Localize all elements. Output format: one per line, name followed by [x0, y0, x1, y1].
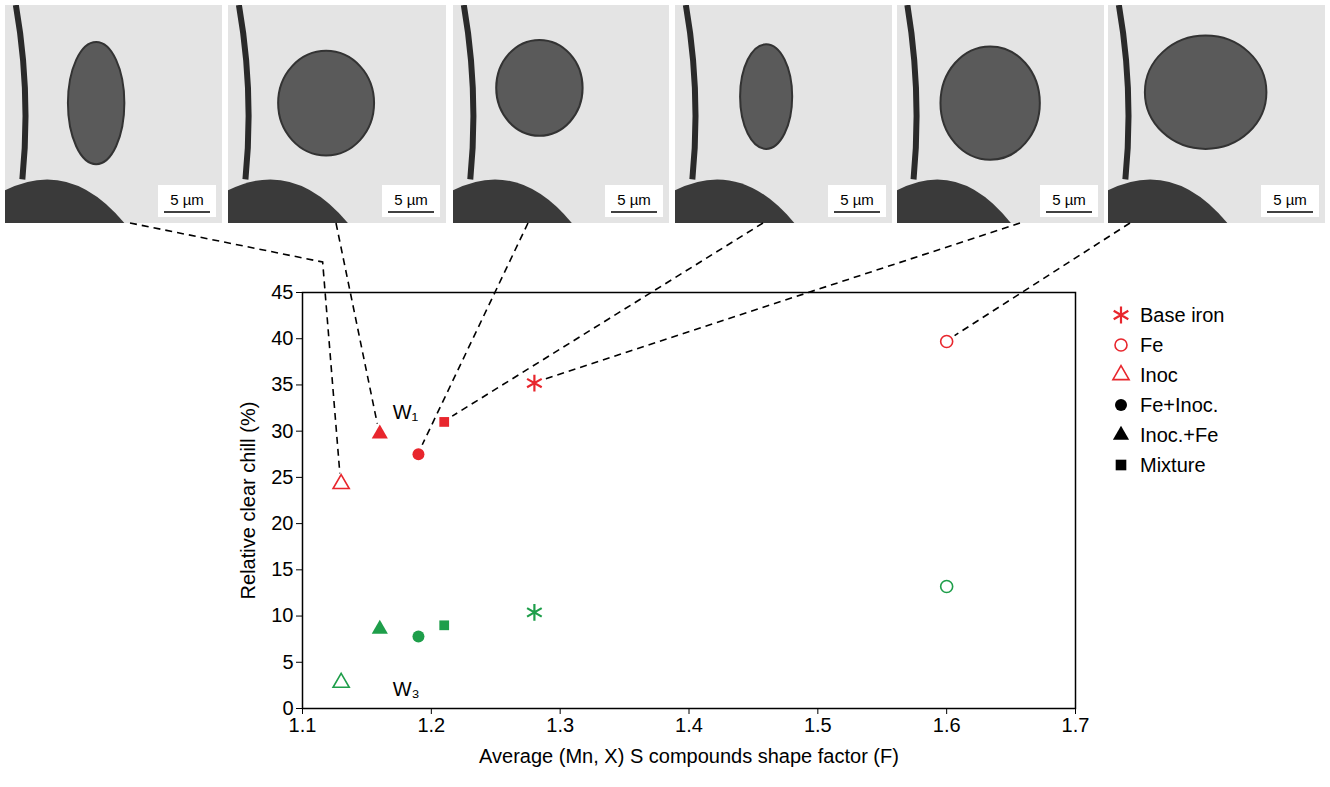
svg-text:5 µm: 5 µm: [170, 191, 204, 208]
html-text:Inoc: Inoc: [1140, 363, 1178, 386]
svg-text:1.7: 1.7: [1062, 714, 1090, 736]
html-text:Mixture: Mixture: [1140, 453, 1206, 476]
svg-text:35: 35: [271, 373, 293, 395]
html-text:Inoc.+Fe: Inoc.+Fe: [1140, 423, 1219, 446]
svg-text:Average (Mn, X) S compounds sh: Average (Mn, X) S compounds shape factor…: [479, 745, 899, 767]
svg-text:Relative clear chill (%): Relative clear chill (%): [237, 402, 259, 600]
svg-text:30: 30: [271, 420, 293, 442]
svg-text:5 µm: 5 µm: [1273, 191, 1307, 208]
svg-text:45: 45: [271, 281, 293, 303]
svg-text:1.5: 1.5: [804, 714, 832, 736]
svg-text:1.3: 1.3: [546, 714, 574, 736]
html-text:Fe+Inoc.: Fe+Inoc.: [1140, 393, 1219, 416]
svg-text:20: 20: [271, 512, 293, 534]
html-text:Fe: Fe: [1140, 333, 1164, 356]
svg-text:5 µm: 5 µm: [394, 191, 428, 208]
svg-text:1.2: 1.2: [417, 714, 445, 736]
svg-text:5 µm: 5 µm: [840, 191, 874, 208]
svg-text:W₁: W₁: [393, 401, 419, 423]
svg-text:40: 40: [271, 327, 293, 349]
html-text:Base iron: Base iron: [1140, 303, 1225, 326]
svg-text:25: 25: [271, 466, 293, 488]
svg-text:10: 10: [271, 604, 293, 626]
svg-text:1.6: 1.6: [933, 714, 961, 736]
svg-text:5 µm: 5 µm: [617, 191, 651, 208]
svg-text:0: 0: [282, 696, 294, 719]
svg-text:W₃: W₃: [393, 678, 420, 700]
svg-text:1.1: 1.1: [289, 714, 317, 736]
svg-text:15: 15: [271, 558, 293, 580]
svg-text:1.4: 1.4: [675, 714, 703, 736]
svg-text:5: 5: [282, 651, 293, 673]
svg-text:5 µm: 5 µm: [1052, 191, 1086, 208]
